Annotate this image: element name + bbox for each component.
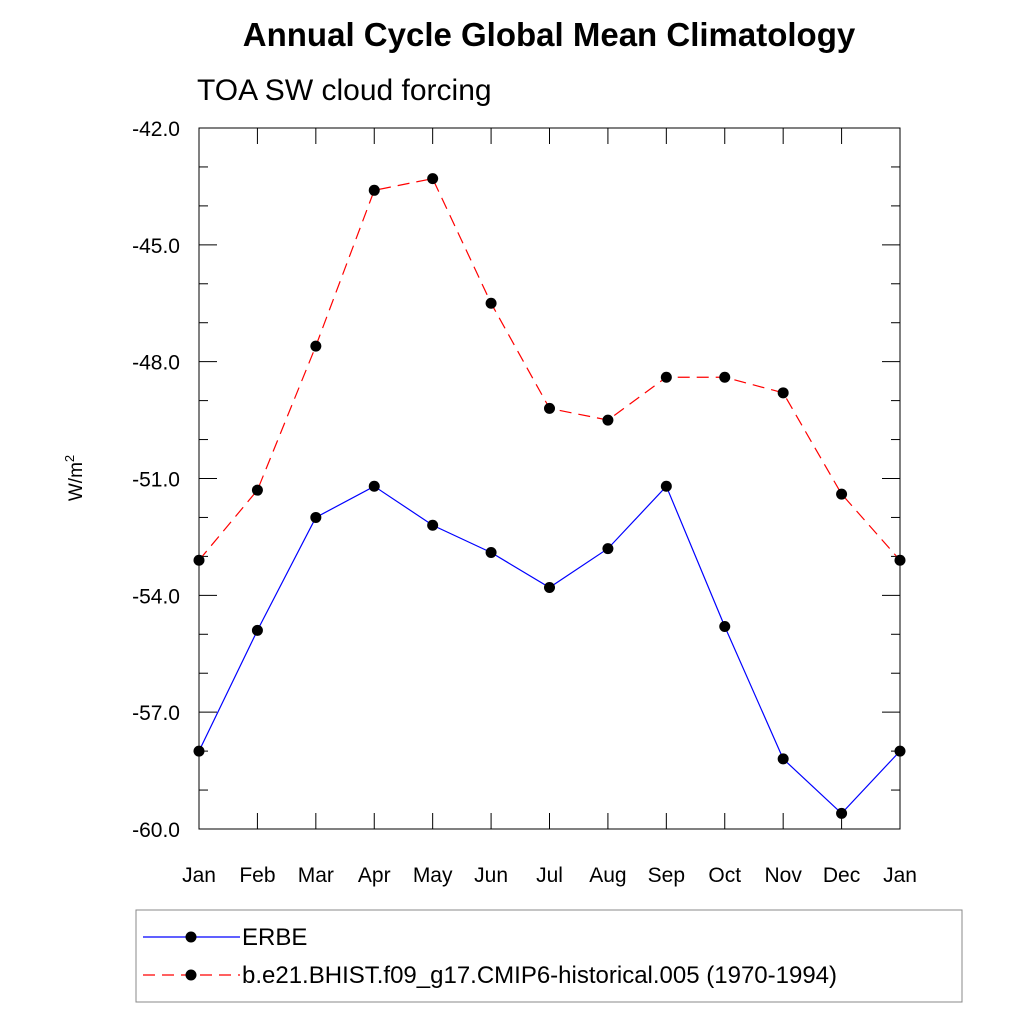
- x-tick-label: May: [413, 864, 453, 887]
- series-point-model: [719, 371, 731, 383]
- y-axis-label-superscript: 2: [62, 455, 77, 462]
- series-point-erbe: [719, 620, 731, 632]
- y-tick-label: -60.0: [132, 819, 180, 842]
- series-point-erbe: [368, 480, 380, 492]
- svg-text:W/m2: W/m2: [62, 455, 87, 501]
- series-point-model: [368, 184, 380, 196]
- y-tick-label: -48.0: [132, 352, 180, 375]
- y-tick-label: -51.0: [132, 469, 180, 492]
- legend-marker-model: [185, 969, 197, 981]
- chart-subtitle: TOA SW cloud forcing: [197, 74, 492, 107]
- legend-box: [135, 909, 963, 1003]
- series-point-erbe: [251, 624, 263, 636]
- series-point-erbe: [544, 582, 555, 594]
- series-point-erbe: [310, 511, 322, 523]
- chart-title: Annual Cycle Global Mean Climatology: [243, 16, 856, 53]
- x-tick-label: Jun: [474, 864, 508, 887]
- series-line-erbe: [198, 485, 901, 815]
- y-tick-label: -54.0: [132, 585, 180, 608]
- series-point-model: [602, 414, 614, 426]
- series-point-model: [777, 387, 789, 399]
- x-tick-label: Feb: [239, 864, 275, 887]
- series-point-model: [427, 173, 439, 185]
- series-line-model: [198, 177, 901, 561]
- x-tick-label: Jan: [182, 864, 216, 887]
- x-tick-label: Aug: [589, 864, 626, 887]
- legend-marker-erbe: [185, 931, 197, 943]
- series-point-model: [193, 554, 205, 566]
- plot-frame: [198, 127, 901, 830]
- series-point-model: [544, 402, 555, 414]
- y-tick-label: -45.0: [132, 235, 180, 258]
- series-point-model: [836, 488, 848, 500]
- y-axis-label: W/m2: [62, 455, 87, 501]
- x-tick-label: Mar: [298, 864, 334, 887]
- legend: ERBE b.e21.BHIST.f09_g17.CMIP6-historical…: [135, 909, 963, 1003]
- series-point-erbe: [193, 745, 205, 757]
- series-point-erbe: [777, 753, 789, 765]
- series-point-erbe: [602, 543, 614, 555]
- series-point-model: [251, 484, 263, 496]
- legend-label-erbe: ERBE: [242, 924, 307, 951]
- series-point-erbe: [836, 807, 848, 819]
- series-point-model: [485, 297, 497, 309]
- x-tick-label: Dec: [823, 864, 860, 887]
- x-tick-label: Apr: [358, 864, 391, 887]
- series-point-model: [660, 371, 672, 383]
- x-tick-label: Oct: [708, 864, 741, 887]
- series-point-model: [894, 554, 906, 566]
- x-tick-label: Nov: [764, 864, 802, 887]
- x-tick-label: Jan: [883, 864, 917, 887]
- x-tick-label: Jul: [536, 864, 563, 887]
- series-point-model: [310, 340, 322, 352]
- y-tick-label: -57.0: [132, 702, 180, 725]
- series-point-erbe: [894, 745, 906, 757]
- series-point-erbe: [427, 519, 439, 531]
- y-axis-label-base: W/m: [66, 462, 87, 501]
- series-point-erbe: [660, 480, 672, 492]
- series-point-erbe: [485, 546, 497, 558]
- x-tick-label: Sep: [648, 864, 685, 887]
- legend-label-model: b.e21.BHIST.f09_g17.CMIP6-historical.005…: [242, 962, 837, 989]
- y-tick-label: -42.0: [132, 118, 180, 141]
